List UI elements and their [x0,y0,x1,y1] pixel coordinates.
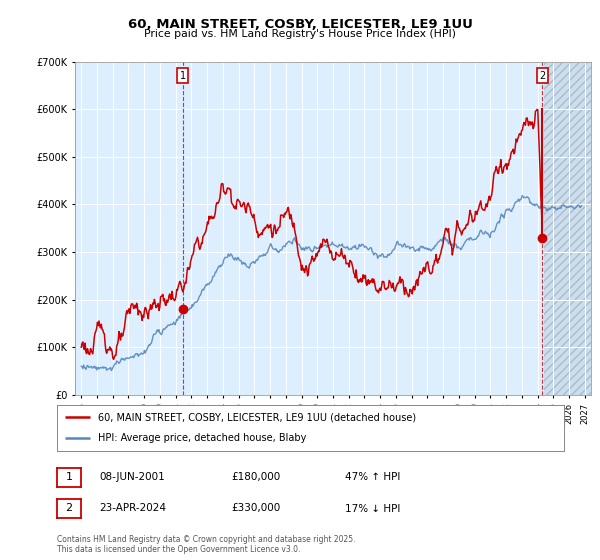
Text: 1: 1 [179,71,185,81]
Text: 47% ↑ HPI: 47% ↑ HPI [345,472,400,482]
Text: 08-JUN-2001: 08-JUN-2001 [99,472,165,482]
Text: HPI: Average price, detached house, Blaby: HPI: Average price, detached house, Blab… [98,433,306,444]
Text: 23-APR-2024: 23-APR-2024 [99,503,166,514]
Text: 60, MAIN STREET, COSBY, LEICESTER, LE9 1UU (detached house): 60, MAIN STREET, COSBY, LEICESTER, LE9 1… [98,412,416,422]
Text: 60, MAIN STREET, COSBY, LEICESTER, LE9 1UU: 60, MAIN STREET, COSBY, LEICESTER, LE9 1… [128,18,472,31]
Text: 2: 2 [539,71,545,81]
Text: £330,000: £330,000 [231,503,280,514]
Text: Contains HM Land Registry data © Crown copyright and database right 2025.
This d: Contains HM Land Registry data © Crown c… [57,535,355,554]
Text: Price paid vs. HM Land Registry's House Price Index (HPI): Price paid vs. HM Land Registry's House … [144,29,456,39]
Text: 17% ↓ HPI: 17% ↓ HPI [345,503,400,514]
Text: 2: 2 [65,503,73,514]
Text: 1: 1 [65,472,73,482]
Text: £180,000: £180,000 [231,472,280,482]
Bar [544,38,591,395]
